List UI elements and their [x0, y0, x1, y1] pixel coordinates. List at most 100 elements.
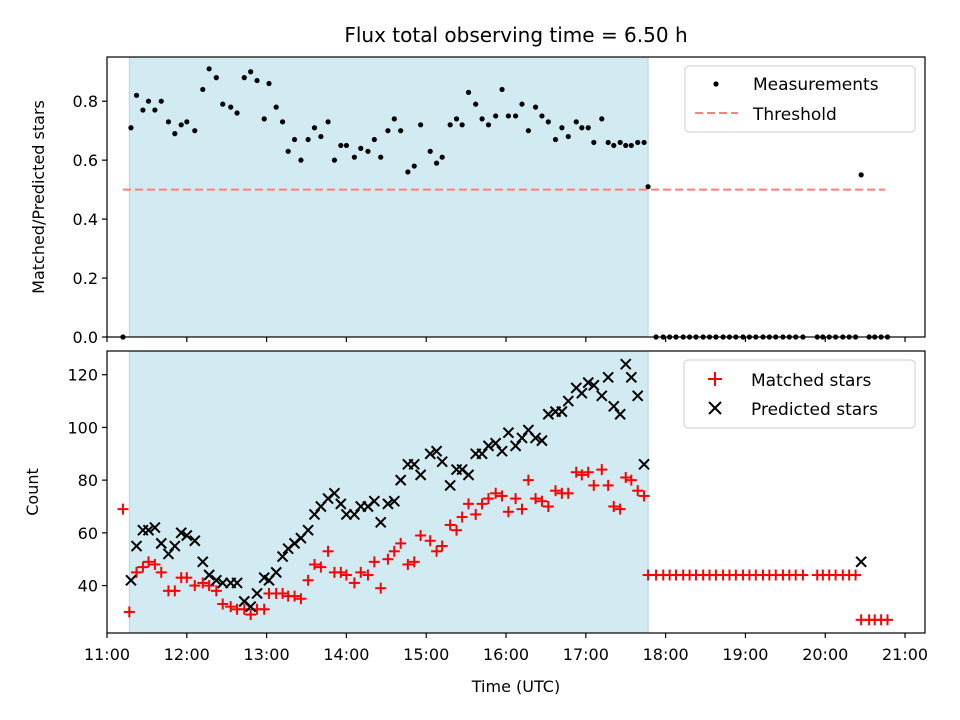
chart-title: Flux total observing time = 6.50 h [344, 23, 687, 47]
matched-point [476, 498, 488, 510]
predicted-point [394, 474, 407, 486]
top-shaded-region [128, 56, 649, 338]
legend-predicted-marker [708, 401, 722, 415]
measurement-point [579, 125, 585, 131]
x-tick-label: 20:00 [802, 645, 848, 664]
predicted-point [302, 524, 314, 536]
matched-point [217, 598, 229, 610]
y-tick-label: 120 [67, 366, 98, 385]
measurement-point [285, 148, 291, 154]
predicted-point [516, 432, 528, 444]
matched-point [576, 469, 588, 481]
predicted-point [270, 566, 282, 579]
measurement-point [279, 119, 286, 125]
measurement-point [493, 113, 499, 119]
top-x-ticks [106, 337, 906, 342]
bottom-matched-points [117, 464, 893, 626]
matched-point [582, 466, 594, 478]
y-tick-label: 0.4 [73, 210, 98, 229]
matched-point [348, 577, 360, 589]
legend-matched-marker [708, 372, 722, 386]
matched-point [436, 540, 448, 552]
predicted-point [414, 469, 427, 481]
legend-measurements-marker [713, 81, 719, 87]
y-tick-label: 100 [67, 418, 98, 437]
measurement-point [405, 169, 411, 175]
predicted-point [424, 448, 436, 460]
matched-point [203, 580, 215, 592]
measurement-point [220, 101, 226, 107]
measurement-point [473, 101, 479, 107]
predicted-point [462, 469, 475, 481]
measurement-point [611, 142, 617, 149]
measurement-point [635, 139, 641, 146]
predicted-point [602, 371, 614, 384]
matched-point [482, 493, 494, 505]
predicted-point [608, 400, 620, 413]
predicted-point [162, 548, 175, 560]
x-tick-label: 14:00 [323, 645, 369, 664]
matched-point [516, 503, 528, 515]
y-tick-label: 40 [78, 577, 98, 596]
top-y-ticks: 0.0 0.2 0.4 0.6 0.8 [73, 92, 107, 347]
predicted-point [536, 434, 548, 447]
measurement-point [645, 184, 651, 190]
bottom-panel: 40 60 80 100 120 11:00 12:00 13:00 14:00 15:00 16… [23, 350, 928, 696]
matched-point [470, 508, 482, 520]
matched-point [355, 566, 367, 578]
top-y-axis-label: Matched/Predicted stars [29, 100, 48, 294]
matched-point [638, 490, 650, 502]
matched-point [117, 503, 129, 515]
matched-point [881, 614, 893, 626]
predicted-point [155, 537, 167, 550]
x-tick-label: 15:00 [403, 645, 449, 664]
matched-point [522, 474, 534, 486]
measurement-point [158, 98, 164, 104]
measurement-point [234, 110, 240, 116]
x-tick-label: 17:00 [563, 645, 609, 664]
matched-point [362, 569, 374, 581]
matched-point [490, 487, 502, 499]
y-tick-label: 0.0 [73, 328, 98, 347]
top-legend-box [684, 65, 916, 133]
y-tick-label: 0.6 [73, 151, 98, 170]
measurement-point [525, 128, 531, 134]
predicted-point [169, 540, 181, 552]
shaded-observing-window [128, 350, 649, 634]
measurement-point [358, 145, 364, 151]
measurement-point [273, 104, 279, 110]
measurement-point [617, 139, 623, 146]
predicted-point [556, 405, 568, 418]
matched-point [562, 487, 574, 499]
measurement-point [628, 142, 634, 149]
matched-point [245, 609, 257, 621]
matched-point [496, 490, 508, 502]
x-tick-label: 21:00 [882, 645, 928, 664]
measurement-point [391, 116, 397, 122]
matched-point [123, 606, 135, 618]
measurement-point [311, 125, 318, 131]
legend-measurements-label: Measurements [753, 75, 879, 95]
y-tick-label: 0.2 [73, 269, 98, 288]
measurement-point [338, 142, 344, 149]
measurement-point [371, 136, 377, 143]
predicted-point [638, 458, 650, 471]
matched-point [456, 511, 468, 523]
matched-point [415, 529, 427, 541]
measurement-point [133, 92, 140, 98]
measurement-point [499, 86, 505, 93]
legend-threshold-label: Threshold [752, 105, 837, 125]
measurement-point [623, 142, 629, 149]
measurement-point [248, 69, 254, 75]
measurement-point [228, 104, 234, 110]
measurement-point [325, 119, 331, 125]
legend-matched-label: Matched stars [751, 371, 871, 391]
y-tick-label: 80 [78, 471, 98, 490]
matched-point [444, 519, 456, 531]
matched-point [502, 506, 514, 518]
matched-point [431, 545, 443, 557]
predicted-point [388, 495, 401, 507]
top-panel: 0.00.20.40.60.8 Matched/Predicted stars … [29, 56, 926, 347]
predicted-point [328, 487, 341, 500]
measurement-point [513, 113, 519, 119]
